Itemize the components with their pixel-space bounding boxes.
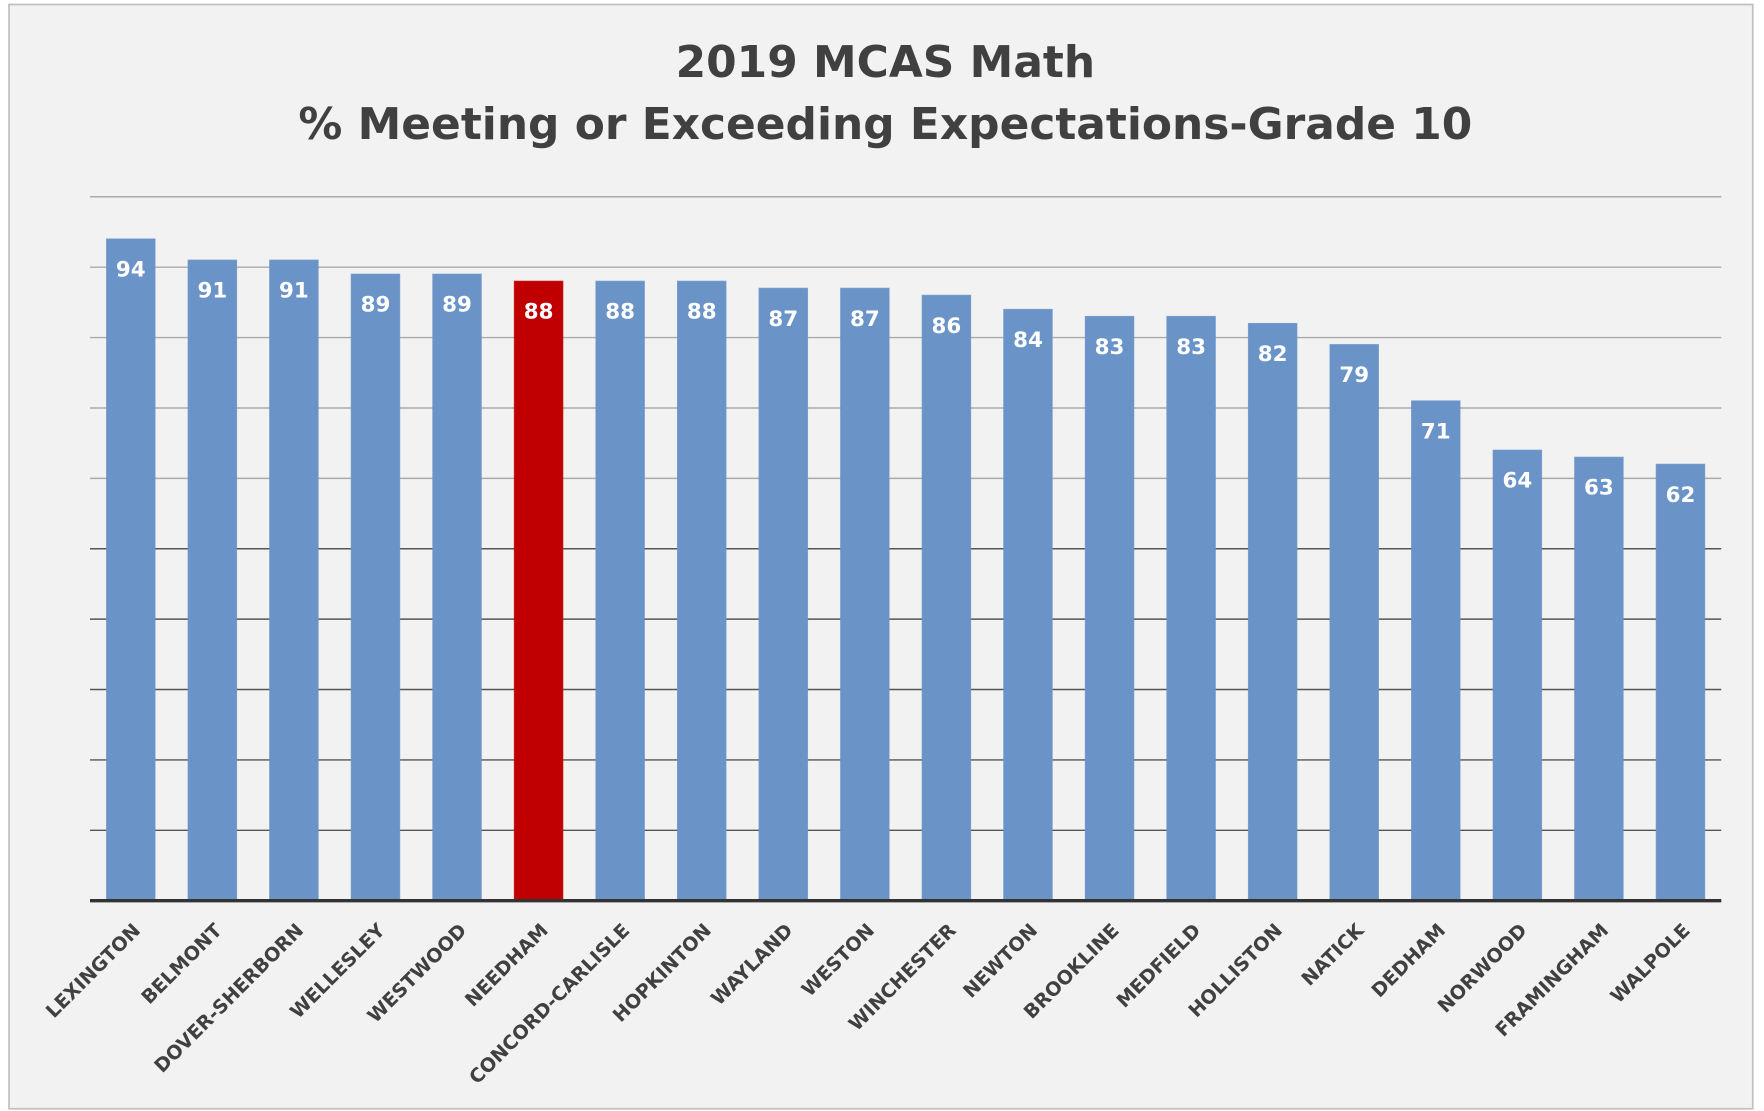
data-label: 83 — [1095, 335, 1125, 360]
data-label: 86 — [932, 314, 962, 339]
data-label: 71 — [1421, 419, 1451, 444]
bar — [350, 273, 401, 902]
data-label: 82 — [1258, 342, 1288, 367]
bars: 94 91 91 89 89 88 88 88 87 87 86 84 83 83 82 79 71 64 63 62 — [106, 238, 1706, 902]
bar — [269, 259, 319, 902]
bar — [1247, 322, 1298, 902]
bar — [921, 294, 972, 902]
bar — [840, 287, 890, 902]
data-label: 62 — [1666, 483, 1696, 508]
data-label: 89 — [361, 293, 391, 318]
data-label: 88 — [524, 300, 554, 325]
data-label: 87 — [768, 307, 798, 332]
bar — [676, 280, 727, 902]
bar — [513, 280, 564, 902]
chart-title: 2019 MCAS Math — [676, 37, 1096, 88]
data-label: 79 — [1339, 363, 1369, 388]
bar — [106, 238, 156, 902]
bar — [187, 259, 238, 902]
data-label: 88 — [605, 300, 635, 325]
bar — [1411, 400, 1461, 902]
data-label: 64 — [1502, 469, 1532, 494]
data-label: 91 — [279, 279, 309, 304]
data-label: 88 — [687, 300, 717, 325]
chart-subtitle: % Meeting or Exceeding Expectations-Grad… — [298, 99, 1472, 150]
data-label: 89 — [442, 293, 472, 318]
data-label: 63 — [1584, 476, 1614, 501]
bar — [1084, 315, 1135, 902]
bar — [1655, 463, 1706, 902]
bar — [1329, 344, 1379, 902]
bar — [1166, 315, 1216, 902]
data-label: 84 — [1013, 328, 1043, 353]
data-label: 94 — [116, 258, 146, 283]
data-label: 87 — [850, 307, 880, 332]
data-label: 91 — [197, 279, 227, 304]
data-label: 83 — [1176, 335, 1206, 360]
bar — [1492, 449, 1543, 902]
bar — [1574, 456, 1624, 902]
bar — [758, 287, 809, 902]
bar — [1003, 308, 1053, 902]
bar — [595, 280, 645, 902]
bar — [432, 273, 482, 902]
